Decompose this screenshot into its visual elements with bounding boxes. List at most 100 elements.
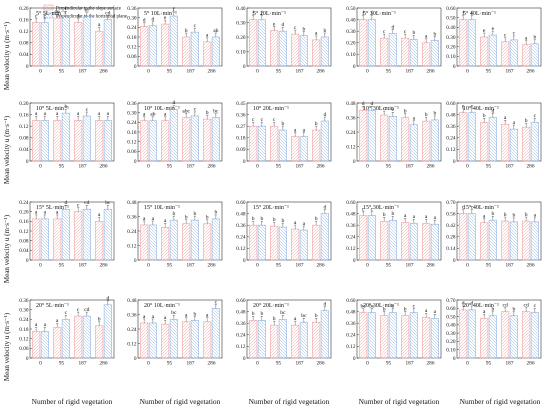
significance-label: c bbox=[383, 29, 386, 35]
panel-title: 15° 5L·min⁻¹ bbox=[36, 204, 69, 211]
y-tick-label: 0.60 bbox=[236, 298, 246, 304]
panel-title: 20° 30L·min⁻¹ bbox=[363, 302, 399, 309]
significance-label: a bbox=[534, 213, 537, 219]
bar-s1-95 bbox=[380, 37, 389, 67]
x-tick-label: 0 bbox=[366, 361, 369, 367]
y-tick-label: 0.30 bbox=[19, 307, 29, 313]
bar-s2-187 bbox=[190, 219, 199, 261]
significance-label: a bbox=[56, 318, 59, 324]
bar-s1-95 bbox=[53, 327, 62, 359]
significance-label: a bbox=[404, 213, 407, 219]
bar-s1-187 bbox=[501, 220, 510, 261]
bar-s2-0 bbox=[257, 319, 266, 359]
panel-title: 20° 20L·min⁻¹ bbox=[253, 302, 289, 309]
significance-label: b bbox=[260, 311, 263, 317]
bar-s2-95 bbox=[169, 15, 178, 67]
bar-s2-95 bbox=[61, 208, 70, 261]
significance-label: b bbox=[525, 212, 528, 218]
bar-s1-187 bbox=[501, 311, 510, 359]
x-tick-label: 286 bbox=[527, 164, 535, 170]
y-tick-label: 0 bbox=[26, 258, 29, 264]
bar-s1-286 bbox=[522, 126, 531, 162]
y-axis-label-row-1: Mean velocity u (m·s⁻¹) bbox=[3, 21, 11, 90]
bar-s2-0 bbox=[467, 309, 476, 359]
significance-label: abc bbox=[182, 108, 190, 114]
bar-s2-286 bbox=[211, 117, 220, 162]
bar-s1-286 bbox=[422, 222, 431, 261]
significance-label: b bbox=[525, 118, 528, 124]
bar-s1-0 bbox=[32, 22, 41, 67]
significance-label: f bbox=[471, 9, 473, 16]
bar-s2-0 bbox=[367, 109, 376, 162]
bar-s2-286 bbox=[320, 36, 329, 67]
x-tick-label: 286 bbox=[100, 164, 108, 170]
significance-label: c bbox=[534, 303, 537, 309]
bar-s1-187 bbox=[501, 123, 510, 162]
bar-s2-95 bbox=[488, 117, 497, 162]
y-axis-label-row-3: Mean velocity u (m·s⁻¹) bbox=[3, 214, 11, 283]
significance-label: d bbox=[281, 22, 284, 28]
legend-swatch-series-1 bbox=[43, 4, 54, 11]
panel-4: 00.100.200.300.400.505° 30L·min⁻¹f f0cd95… bbox=[346, 6, 442, 75]
significance-label: a bbox=[294, 220, 297, 226]
y-tick-label: 0.12 bbox=[19, 336, 29, 342]
bar-s2-95 bbox=[278, 129, 287, 162]
significance-label: b bbox=[412, 30, 415, 36]
bar-s2-0 bbox=[467, 112, 476, 162]
bar-s1-0 bbox=[249, 125, 258, 162]
bar-s2-95 bbox=[488, 315, 497, 359]
bar-s1-187 bbox=[182, 36, 191, 67]
y-tick-label: 0.12 bbox=[19, 29, 29, 35]
y-tick-label: 0.30 bbox=[127, 15, 137, 21]
bar-s2-0 bbox=[148, 25, 157, 67]
panel-title: 5° 30L·min⁻¹ bbox=[363, 10, 396, 17]
y-tick-label: 0.16 bbox=[19, 219, 29, 225]
significance-label: a bbox=[164, 315, 167, 321]
bar-s2-95 bbox=[278, 30, 287, 67]
significance-label: e bbox=[492, 26, 495, 32]
significance-label: a bbox=[303, 221, 306, 227]
x-axis-label-col-4: Number of rigid vegetation bbox=[359, 397, 440, 406]
significance-label: a bbox=[434, 309, 437, 315]
panel-title: 5° 10L·min⁻¹ bbox=[144, 10, 177, 17]
panel-frame bbox=[246, 201, 332, 261]
y-tick-label: 0.30 bbox=[446, 331, 456, 337]
significance-label: c bbox=[215, 299, 218, 305]
bar-s1-0 bbox=[459, 309, 468, 359]
significance-label: b bbox=[172, 211, 175, 217]
y-tick-label: 0.48 bbox=[236, 309, 246, 315]
bar-s2-95 bbox=[169, 219, 178, 261]
significance-label: f bbox=[252, 9, 254, 16]
bar-s2-95 bbox=[488, 34, 497, 67]
significance-label: a bbox=[294, 316, 297, 322]
y-axis-label-row-4: Mean velocity u (m·s⁻¹) bbox=[3, 312, 11, 381]
x-tick-label: 187 bbox=[79, 263, 87, 269]
bar-s2-286 bbox=[530, 43, 539, 67]
significance-label: d bbox=[323, 112, 326, 118]
bar-s2-0 bbox=[257, 125, 266, 162]
bar-s1-0 bbox=[32, 218, 41, 261]
x-tick-label: 95 bbox=[276, 263, 282, 269]
significance-label: a bbox=[107, 111, 110, 117]
panel-title: 15° 10L·min⁻¹ bbox=[144, 204, 180, 211]
significance-label: b bbox=[193, 211, 196, 217]
y-tick-label: 0.16 bbox=[19, 112, 29, 118]
x-tick-label: 0 bbox=[39, 263, 42, 269]
significance-label: e bbox=[462, 103, 465, 109]
significance-label: bc bbox=[105, 200, 111, 206]
significance-label: d bbox=[491, 108, 494, 114]
y-tick-label: 0.48 bbox=[127, 200, 137, 206]
bar-s2-286 bbox=[530, 312, 539, 359]
y-tick-label: 0.48 bbox=[446, 112, 456, 118]
y-tick-label: 0.04 bbox=[19, 52, 29, 58]
x-tick-label: 187 bbox=[296, 164, 304, 170]
y-tick-label: 0.12 bbox=[346, 344, 356, 350]
significance-label: f bbox=[371, 9, 373, 16]
significance-label: ab bbox=[150, 112, 155, 118]
y-tick-label: 0.60 bbox=[346, 200, 356, 206]
panel-5: 0 0.10 0.20 0.30 0.40 0.50 0.60 5° 40L·min⁻¹f f 0… bbox=[446, 6, 542, 75]
panel-frame bbox=[29, 102, 115, 162]
bar-s1-95 bbox=[270, 324, 279, 359]
